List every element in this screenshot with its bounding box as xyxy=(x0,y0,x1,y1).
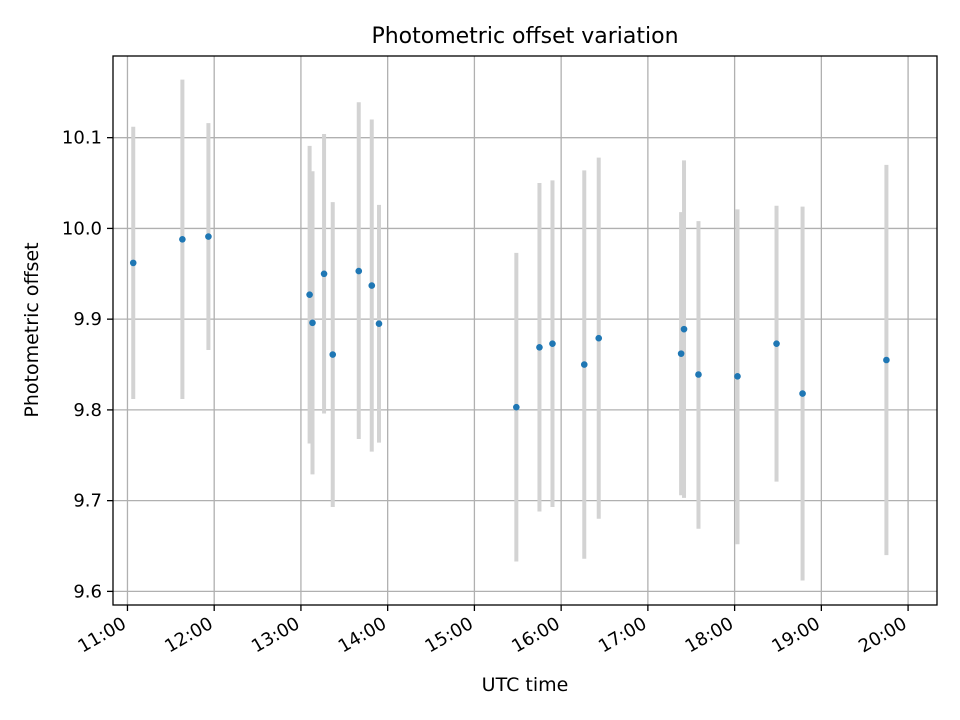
data-point xyxy=(536,343,543,351)
data-point xyxy=(677,350,685,357)
data-point xyxy=(799,390,806,397)
data-point xyxy=(368,282,376,289)
y-tick-label: 10.1 xyxy=(62,128,102,149)
data-point xyxy=(695,371,702,378)
plot-area-frame xyxy=(112,55,938,606)
y-tick-label: 9.8 xyxy=(73,400,102,421)
data-point xyxy=(179,236,186,243)
data-point xyxy=(320,270,328,278)
y-tick-label: 10.0 xyxy=(62,218,102,239)
data-point xyxy=(773,340,780,347)
y-tick-label: 9.6 xyxy=(73,581,102,602)
data-point xyxy=(309,319,316,327)
data-point xyxy=(329,351,337,358)
y-axis-label: Photometric offset xyxy=(21,242,43,417)
data-point xyxy=(549,340,556,347)
data-point xyxy=(883,356,890,364)
data-point xyxy=(375,320,383,327)
chart-title: Photometric offset variation xyxy=(371,24,678,49)
data-point xyxy=(355,267,363,275)
data-point xyxy=(513,403,520,411)
data-point xyxy=(205,233,212,240)
data-point xyxy=(680,325,688,333)
data-point xyxy=(734,373,741,380)
y-tick-label: 9.9 xyxy=(73,309,102,330)
grid xyxy=(113,56,937,605)
data-points xyxy=(129,233,890,411)
y-tick-label: 9.7 xyxy=(73,491,102,512)
data-point xyxy=(306,291,313,298)
data-point xyxy=(595,334,603,342)
y-axis-ticks: 9.6 9.7 9.8 9.9 10.0 10.1 xyxy=(62,128,113,602)
data-point xyxy=(580,361,588,368)
x-axis-label: UTC time xyxy=(482,674,569,696)
data-point xyxy=(129,259,137,267)
